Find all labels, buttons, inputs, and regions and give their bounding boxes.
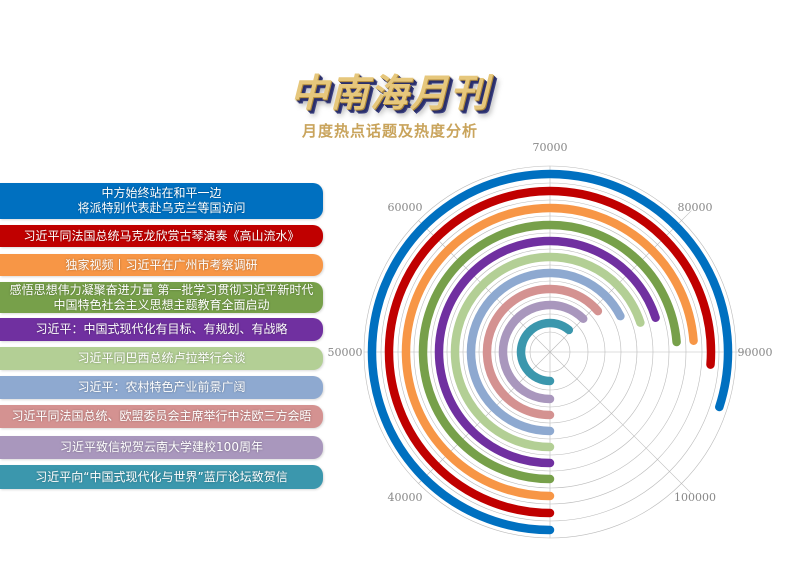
radial-bar [418,220,681,484]
axis-tick-label: 90000 [738,346,773,359]
topic-label-text: 习近平：中国式现代化有目标、有规划、有战略 [35,322,288,336]
topic-label-text: 独家视频丨习近平在广州市考察调研 [65,257,258,272]
radial-bar [482,284,603,420]
chart-subtitle: 月度热点话题及热度分析 [301,122,478,140]
topic-label: 习近平：农村特色产业前景广阔 [0,376,323,399]
topic-label: 感悟思想伟力凝聚奋进力量 第一批学习贯彻习近平新时代 中国特色社会主义思想主题教育… [0,282,323,313]
radial-bar [466,268,625,436]
topic-label: 习近平同法国总统马克龙欣赏古琴演奏《高山流水》 [0,225,323,247]
axis-tick-label: 40000 [388,491,423,504]
topic-label-text: 中方始终站在和平一边 [101,186,222,200]
topic-label-text: 将派特别代表赴乌克兰等国访问 [77,201,246,215]
topic-label: 习近平同巴西总统卢拉举行会谈 [0,347,323,370]
topic-label-text: 中国特色社会主义思想主题教育全面启动 [53,297,270,312]
topic-label-text: 感悟思想伟力凝聚奋进力量 第一批学习贯彻习近平新时代 [9,282,314,297]
topic-label: 习近平致信祝贺云南大学建校100周年 [0,436,323,459]
radial-bar [434,236,660,468]
axis-tick-label: 70000 [533,141,568,154]
axis-tick-label: 60000 [388,201,423,214]
radial-bar [401,203,698,501]
topic-label: 习近平同法国总统、欧盟委员会主席举行中法欧三方会晤 [0,405,323,428]
radial-bar [367,169,733,535]
axis-tick-label: 50000 [328,346,363,359]
topic-label-text: 习近平致信祝贺云南大学建校100周年 [60,440,263,454]
topic-label-text: 习近平同法国总统、欧盟委员会主席举行中法欧三方会晤 [11,409,312,423]
axis-tick-label: 100000 [674,491,716,504]
radial-bar [498,300,588,404]
axis-tick-label: 80000 [677,201,712,214]
grid-spoke [549,210,692,353]
topic-label-text: 习近平同巴西总统卢拉举行会谈 [77,351,246,365]
topic-label-text: 习近平向“中国式现代化与世界”蓝厅论坛致贺信 [35,469,288,484]
topic-label: 独家视频丨习近平在广州市考察调研 [0,254,323,276]
topic-label: 习近平：中国式现代化有目标、有规划、有战略 [0,318,323,341]
topic-label-text: 习近平：农村特色产业前景广阔 [77,380,246,394]
radial-bar [450,252,645,452]
grid-spoke [549,351,692,494]
magazine-logo-title: 中南海月刊 [289,71,490,115]
topic-label-text: 习近平同法国总统马克龙欣赏古琴演奏《高山流水》 [23,228,300,243]
radial-bar [384,186,716,518]
topic-label: 中方始终站在和平一边 将派特别代表赴乌克兰等国访问 [0,183,323,219]
topic-label: 习近平向“中国式现代化与世界”蓝厅论坛致贺信 [0,465,323,489]
radial-bar [516,318,574,386]
